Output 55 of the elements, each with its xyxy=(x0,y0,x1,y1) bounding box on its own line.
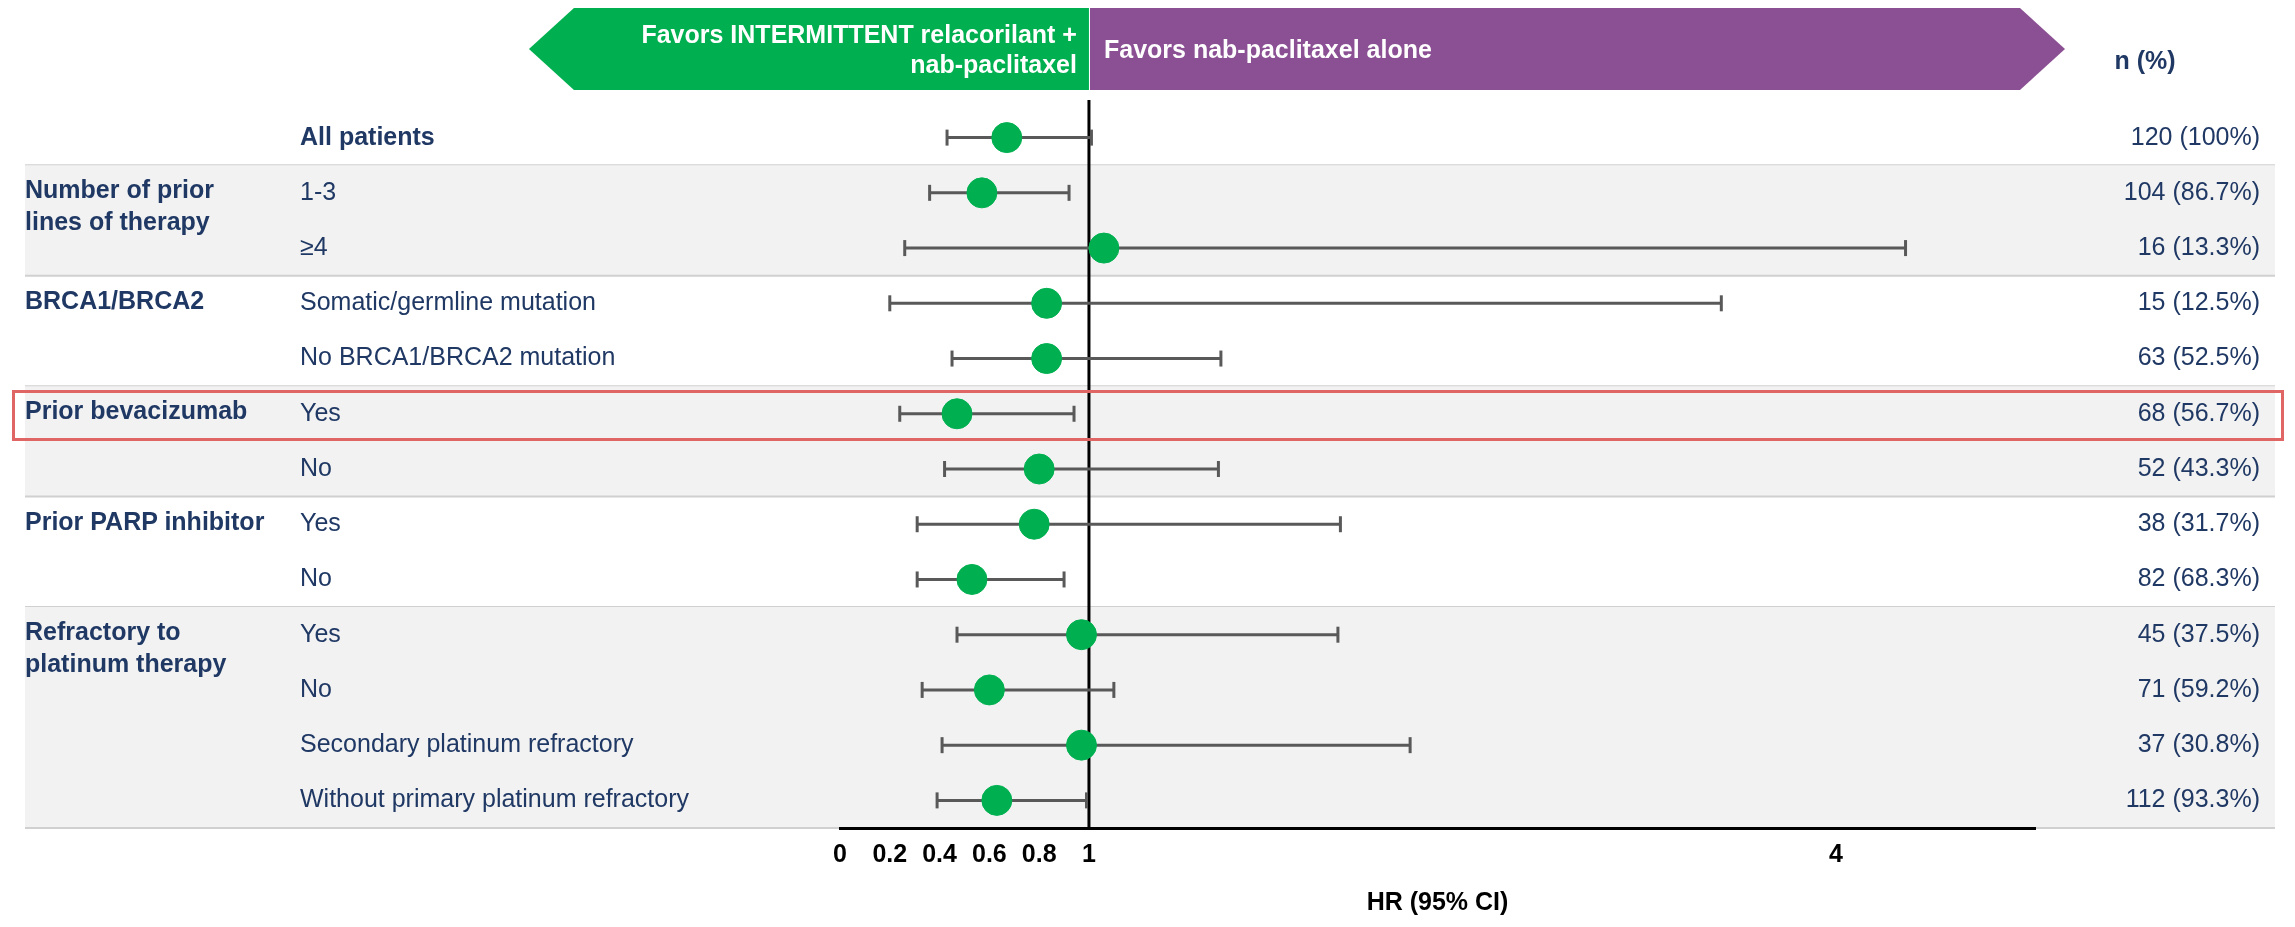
left-arrow-banner: Favors INTERMITTENT relacorilant + nab-paclitaxel xyxy=(528,8,1089,90)
point xyxy=(991,122,1023,154)
y2-tick-label: 38 (31.7%) xyxy=(2137,508,2260,537)
point xyxy=(981,784,1013,816)
y-tick-label: ≥4 xyxy=(300,231,328,260)
point xyxy=(973,674,1005,706)
text: Refractory to platinum therapy xyxy=(25,617,227,678)
point xyxy=(1023,453,1055,485)
x-tick-label: 1 xyxy=(1082,838,1097,867)
y-tick-label: No xyxy=(300,673,332,702)
x-tick-label: 0.6 xyxy=(971,838,1007,867)
y2-tick-label: 63 (52.5%) xyxy=(2137,342,2260,371)
text: Prior bevacizumab xyxy=(25,396,248,425)
point xyxy=(1031,343,1063,375)
right-arrow-banner: Favors nab-paclitaxel alone xyxy=(1089,8,2065,90)
y-tick-label: Yes xyxy=(300,618,341,647)
x-axis-title: HR (95% CI) xyxy=(1366,886,1509,915)
y2-tick-label: 68 (56.7%) xyxy=(2137,397,2260,426)
point xyxy=(966,177,998,209)
y2-tick-label: 45 (37.5%) xyxy=(2137,618,2260,647)
x-tick-label: 0.4 xyxy=(922,838,958,867)
y2-tick-label: 71 (59.2%) xyxy=(2137,673,2260,702)
text: Number of prior lines of therapy xyxy=(25,175,215,236)
y2-tick-label: 104 (86.7%) xyxy=(2123,176,2260,205)
point xyxy=(941,398,973,430)
text: BRCA1/BRCA2 xyxy=(25,285,205,314)
point xyxy=(1065,729,1097,761)
point xyxy=(1031,287,1063,319)
y-tick-label: Secondary platinum refractory xyxy=(300,729,634,758)
y2-axis-title: n (%) xyxy=(2114,45,2176,74)
x-tick-label: 0 xyxy=(833,838,847,867)
x-tick-label: 0.2 xyxy=(872,838,908,867)
y2-tick-label: 82 (68.3%) xyxy=(2137,563,2260,592)
y-tick-label: No xyxy=(300,452,332,481)
y2-tick-label: 37 (30.8%) xyxy=(2137,729,2260,758)
y-tick-label: Yes xyxy=(300,508,341,537)
x-tick-label: 4 xyxy=(1828,838,1843,867)
y-tick-label: No xyxy=(300,563,332,592)
y-tick-label: All patients xyxy=(300,121,435,150)
y-tick-label: 1-3 xyxy=(300,176,337,205)
point xyxy=(1018,508,1050,540)
y-tick-label: Without primary platinum refractory xyxy=(300,784,690,813)
y-tick-label: Yes xyxy=(300,397,341,426)
text: Prior PARP inhibitor xyxy=(25,506,265,535)
y2-tick-label: 120 (100%) xyxy=(2130,121,2260,150)
y2-tick-label: 15 (12.5%) xyxy=(2137,287,2260,316)
point xyxy=(956,563,988,595)
point xyxy=(1088,232,1120,264)
y2-tick-label: 112 (93.3%) xyxy=(2125,784,2260,813)
y-tick-label: No BRCA1/BRCA2 mutation xyxy=(300,342,616,371)
y2-tick-label: 52 (43.3%) xyxy=(2137,452,2260,481)
y-tick-label: Somatic/germline mutation xyxy=(300,287,596,316)
x-tick-label: 0.8 xyxy=(1021,838,1057,867)
y2-tick-label: 16 (13.3%) xyxy=(2137,231,2260,260)
point xyxy=(1065,619,1097,651)
